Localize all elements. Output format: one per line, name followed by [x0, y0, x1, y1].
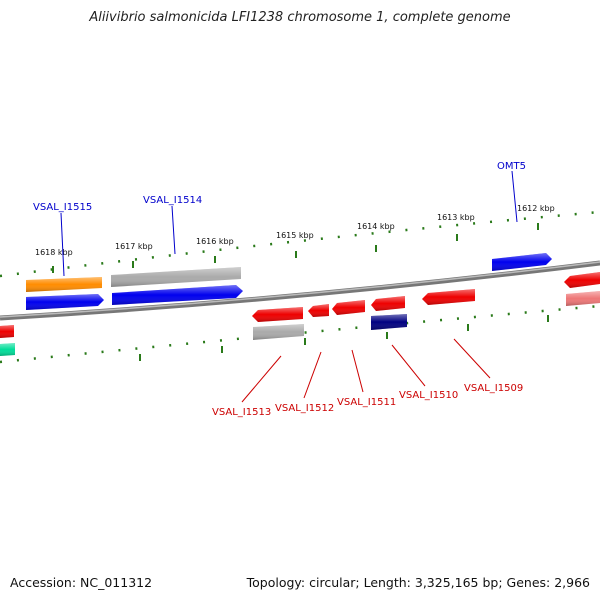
genome-backbone	[0, 260, 600, 321]
gene-label-vsal-i1515: VSAL_I1515	[33, 202, 92, 213]
tick-label-1618: 1618 kbp	[35, 248, 73, 257]
genome-summary-text: Topology: circular; Length: 3,325,165 bp…	[246, 575, 590, 590]
reverse-features	[0, 272, 600, 356]
tick-label-1614: 1614 kbp	[357, 222, 395, 231]
tick-label-1615: 1615 kbp	[276, 231, 314, 240]
forward-features	[26, 253, 552, 310]
inner-tick-ring	[0, 304, 600, 364]
outer-tick-ring	[0, 210, 600, 278]
gene-label-vsal-i1509: VSAL_I1509	[464, 383, 523, 394]
gene-label-vsal-i1512: VSAL_I1512	[275, 403, 334, 414]
gene-label-vsal-i1510: VSAL_I1510	[399, 390, 458, 401]
inner-major-ticks	[139, 315, 549, 361]
map-title: Aliivibrio salmonicida LFI1238 chromosom…	[89, 10, 511, 25]
tick-label-1612: 1612 kbp	[517, 204, 555, 213]
gene-label-vsal-i1514: VSAL_I1514	[143, 195, 202, 206]
accession-text: Accession: NC_011312	[10, 575, 153, 590]
tick-label-1613: 1613 kbp	[437, 213, 475, 222]
outer-major-ticks	[52, 223, 539, 273]
gene-label-vsal-i1511: VSAL_I1511	[337, 397, 396, 408]
gene-label-omt5: OMT5	[497, 161, 526, 172]
label-leader-lines	[60, 170, 518, 403]
tick-label-1617: 1617 kbp	[115, 242, 153, 251]
gene-label-vsal-i1513: VSAL_I1513	[212, 407, 271, 418]
tick-label-1616: 1616 kbp	[196, 237, 234, 246]
